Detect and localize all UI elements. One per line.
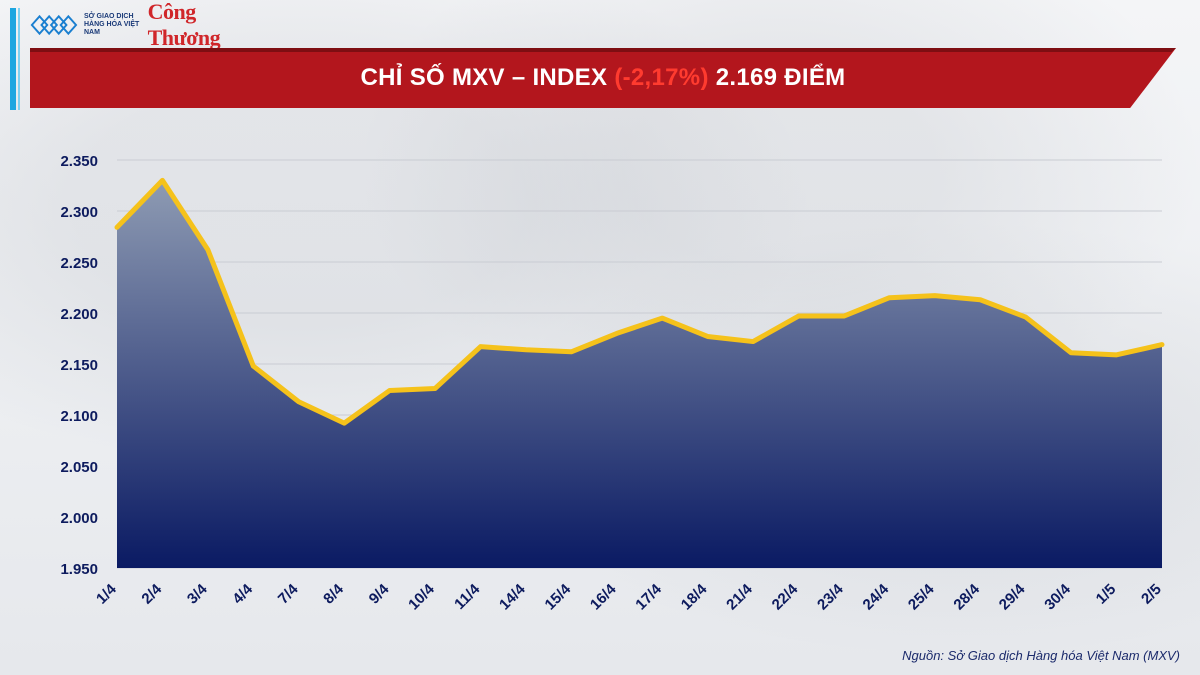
data-point [433,386,438,391]
title-change: (-2,17%) [614,64,709,91]
y-tick-label: 2.200 [60,306,98,323]
x-tick-label: 28/4 [950,580,983,613]
x-tick-label: 9/4 [366,580,393,607]
x-tick-label: 22/4 [769,580,802,613]
data-point [660,316,665,321]
data-point [1069,350,1074,355]
data-point [296,399,301,404]
logo-org-text: SỞ GIAO DỊCH HÀNG HÓA VIỆT NAM [83,13,140,36]
left-accent-bar [10,8,16,110]
y-tick-label: 2.300 [60,204,98,221]
x-tick-label: 23/4 [814,580,847,613]
x-tick-label: 2/5 [1138,581,1165,608]
y-tick-label: 2.150 [60,357,98,374]
data-point [115,225,119,230]
x-tick-label: 21/4 [723,580,756,613]
logo: SỞ GIAO DỊCH HÀNG HÓA VIỆT NAM Công Thươ… [28,0,268,54]
data-point [160,178,165,183]
x-tick-label: 7/4 [275,580,302,607]
data-point [978,297,983,302]
x-tick-label: 30/4 [1041,580,1074,613]
data-point [251,364,256,369]
x-tick-label: 11/4 [451,580,484,613]
data-point [478,344,483,349]
x-tick-label: 2/4 [138,580,165,607]
x-tick-label: 17/4 [632,580,665,613]
data-point [205,247,210,252]
source-note: Nguồn: Sở Giao dịch Hàng hóa Việt Nam (M… [902,648,1180,663]
chart-title: CHỈ SỐ MXV – INDEX (-2,17%) 2.169 ĐIỂM [30,48,1176,108]
data-point [342,421,347,426]
data-point [1023,315,1028,320]
title-main: CHỈ SỐ MXV – INDEX [360,64,608,91]
x-tick-label: 10/4 [405,580,438,613]
data-point [387,388,392,393]
x-tick-label: 18/4 [678,580,711,613]
y-tick-label: 2.250 [60,255,98,272]
x-tick-label: 24/4 [860,580,893,613]
y-tick-label: 2.350 [60,153,98,170]
series-polyline [114,177,1165,426]
x-tick-label: 15/4 [542,580,575,613]
data-point [751,339,756,344]
y-tick-label: 1.950 [60,561,98,578]
data-point [796,314,801,319]
title-value: 2.169 ĐIỂM [715,64,846,91]
data-point [841,314,846,319]
x-tick-label: 1/4 [93,580,120,607]
left-accent-line [18,8,20,110]
y-tick-label: 2.100 [60,408,98,425]
data-point [523,347,528,352]
title-banner [30,48,1176,108]
x-tick-label: 4/4 [229,580,256,607]
data-point [1160,342,1164,347]
data-point [569,349,574,354]
x-tick-label: 14/4 [496,580,529,613]
x-tick-label: 25/4 [905,580,938,613]
mxv-logo-icon [30,14,78,36]
series-line [114,177,1165,426]
x-axis-ticks: 1/4 2/4 3/4 4/4 7/4 8/4 9/4 10/4 11/4 14/4 15/4 16/… [93,580,1165,613]
y-axis-ticks: 1.950 2.000 2.050 2.100 2.150 2.200 2.250 2.300… [60,153,98,578]
area-path [117,180,1162,568]
title-banner-edge [30,48,1176,52]
data-point [932,293,937,298]
logo-brand: Công Thương [147,0,268,54]
x-tick-label: 16/4 [587,580,620,613]
y-tick-label: 2.000 [60,510,98,527]
x-tick-label: 8/4 [320,580,347,607]
data-point [614,331,619,336]
data-point [887,295,892,300]
x-tick-label: 29/4 [996,580,1029,613]
data-point [1114,352,1119,357]
area-fill [117,180,1162,568]
x-tick-label: 3/4 [184,580,211,607]
logo-brand-text: Công Thương [147,0,221,50]
y-tick-label: 2.050 [60,459,98,476]
data-point [705,334,710,339]
x-tick-label: 1/5 [1093,581,1120,608]
